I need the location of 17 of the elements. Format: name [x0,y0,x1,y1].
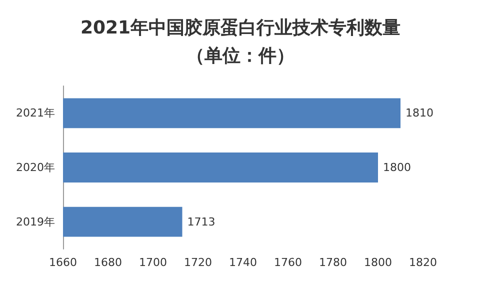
data-label: 1800 [383,161,411,174]
data-label: 1810 [406,106,434,120]
x-tick-label: 1820 [409,256,437,269]
x-tick-label: 1760 [274,256,302,269]
x-tick-label: 1660 [49,256,77,269]
y-tick-label: 2021年 [16,106,55,120]
x-tick-label: 1720 [184,256,212,269]
x-tick-label: 1740 [229,256,257,269]
x-tick-label: 1780 [319,256,347,269]
data-label: 1713 [187,215,216,228]
x-tick-label: 1700 [139,256,167,269]
x-tick-label: 1800 [364,256,392,269]
y-tick-label: 2020年 [16,161,55,174]
y-tick-label: 2019年 [16,215,55,228]
x-tick-label: 1680 [94,256,122,269]
chart-subtitle: （单位：件） [186,46,294,66]
chart-title: 2021年中国胶原蛋白行业技术专利数量 [80,18,401,38]
